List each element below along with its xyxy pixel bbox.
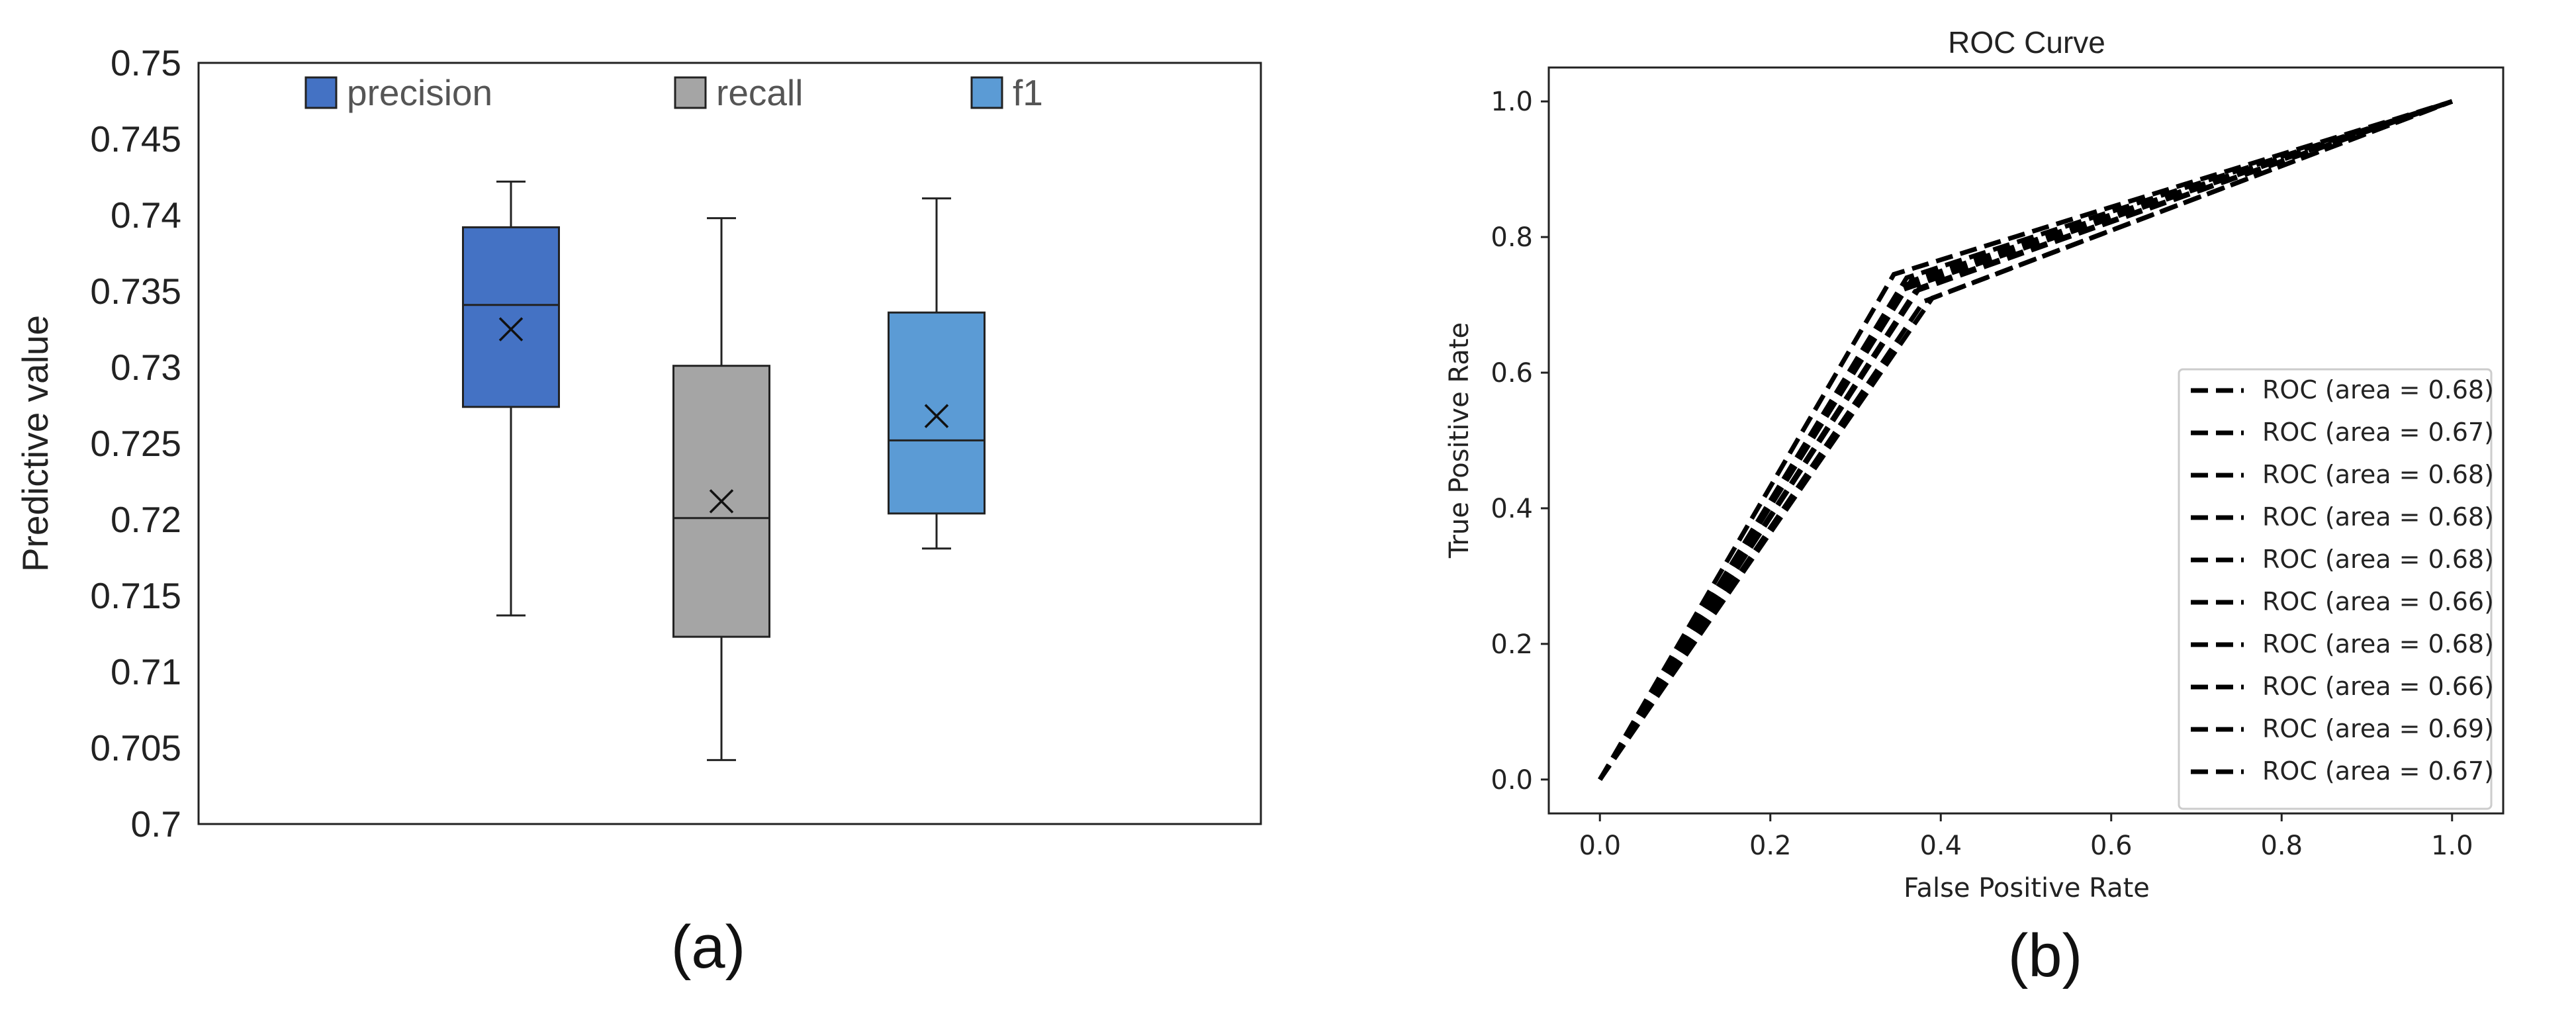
legend-box xyxy=(2178,368,2493,810)
legend-label: ROC (area = 0.68) xyxy=(2262,502,2494,531)
roc-y-axis-label: True Positive Rate xyxy=(1444,322,1475,559)
legend-item-precision: precision xyxy=(304,72,492,113)
legend-label: ROC (area = 0.66) xyxy=(2262,587,2494,616)
roc-chart-title: ROC Curve xyxy=(1948,25,2105,60)
legend-item-f1: f1 xyxy=(970,72,1043,113)
mean-marker xyxy=(924,404,949,428)
y-tick-label: 0.7 xyxy=(131,803,181,845)
x-tick-label: 0.2 xyxy=(1749,831,1792,861)
roc-chart: ROC Curve 0.0 0.2 0.4 0.6 0.8 1.0 0.00.20.40.… xyxy=(1444,25,2505,989)
mean-marker xyxy=(498,317,524,342)
legend-label: ROC (area = 0.68) xyxy=(2262,545,2494,574)
legend-label: precision xyxy=(347,72,492,113)
legend-item: ROC (area = 0.68) xyxy=(2191,375,2494,404)
y-tick-label: 0.745 xyxy=(90,118,181,160)
roc-line xyxy=(1598,99,2454,781)
roc-line xyxy=(1598,99,2453,781)
box-recall xyxy=(672,217,770,761)
box-f1 xyxy=(888,197,986,550)
box-plot-chart: 0.7 0.705 0.71 0.715 0.72 0.725 0.73 0.735 0.74 0… xyxy=(15,42,1262,981)
y-tick-label: 0.705 xyxy=(90,727,181,768)
box-precision xyxy=(462,180,560,617)
legend-item: ROC (area = 0.68) xyxy=(2191,460,2494,489)
box-iqr xyxy=(462,226,560,408)
legend-item: ROC (area = 0.66) xyxy=(2191,587,2494,616)
x-tick-label: 0.6 xyxy=(2090,831,2133,861)
y-tick-label: 0.75 xyxy=(111,42,181,83)
legend-swatch xyxy=(674,76,707,109)
y-tick-label: 0.73 xyxy=(111,347,181,388)
y-tick-label: 0.735 xyxy=(90,271,181,312)
y-tick-label: 0.0 xyxy=(1491,765,1533,796)
legend-item: ROC (area = 0.68) xyxy=(2191,545,2494,574)
box-plot-legend: precision recall f1 xyxy=(304,72,1043,113)
y-tick-label: 0.6 xyxy=(1491,358,1533,389)
legend-item-recall: recall xyxy=(674,72,803,113)
y-tick-label: 0.2 xyxy=(1491,629,1533,660)
x-tick-label: 1.0 xyxy=(2431,831,2473,861)
roc-x-axis-label: False Positive Rate xyxy=(1904,873,2150,903)
legend-swatch xyxy=(304,76,338,109)
roc-line xyxy=(1598,99,2453,781)
x-tick-label: 0.0 xyxy=(1579,831,1621,861)
y-tick-label: 0.72 xyxy=(111,499,181,540)
y-tick-label: 0.74 xyxy=(111,195,181,236)
legend-item: ROC (area = 0.67) xyxy=(2191,418,2494,447)
caption-b: (b) xyxy=(2008,922,2082,989)
legend-label: ROC (area = 0.68) xyxy=(2262,460,2494,489)
mean-marker xyxy=(709,489,734,514)
legend-swatch xyxy=(970,76,1003,109)
y-tick-label: 0.715 xyxy=(90,575,181,616)
y-tick-label: 0.8 xyxy=(1491,222,1533,253)
x-tick-label: 0.4 xyxy=(1919,831,1962,861)
roc-x-ticks: 0.0 0.2 0.4 0.6 0.8 1.0 xyxy=(1579,813,2473,861)
y-tick-label: 0.71 xyxy=(111,651,181,692)
y-tick-label: 0.4 xyxy=(1491,494,1533,524)
roc-chart-frame xyxy=(1547,66,2505,815)
roc-line xyxy=(1598,99,2453,781)
legend-label: f1 xyxy=(1013,72,1043,113)
y-tick-label: 0.725 xyxy=(90,423,181,464)
legend-label: ROC (area = 0.68) xyxy=(2262,629,2494,659)
roc-legend: ROC (area = 0.68) ROC (area = 0.67) ROC (a… xyxy=(2178,368,2494,810)
legend-label: ROC (area = 0.68) xyxy=(2262,375,2494,404)
legend-item: ROC (area = 0.68) xyxy=(2191,629,2494,659)
caption-a: (a) xyxy=(671,913,745,981)
legend-label: ROC (area = 0.66) xyxy=(2262,672,2494,701)
roc-curve-lines xyxy=(1598,99,2454,781)
roc-y-ticks: 0.0 0.2 0.4 0.6 0.8 1.0 xyxy=(1491,87,1549,796)
box-plot-y-ticks: 0.7 0.705 0.71 0.715 0.72 0.725 0.73 0.735 0.74 0… xyxy=(90,42,181,845)
y-tick-label: 1.0 xyxy=(1491,87,1533,117)
legend-label: recall xyxy=(716,72,803,113)
legend-item: ROC (area = 0.68) xyxy=(2191,502,2494,531)
box-plot-boxes xyxy=(462,180,986,761)
legend-item: ROC (area = 0.66) xyxy=(2191,672,2494,701)
box-plot-y-axis-label: Predictive value xyxy=(15,315,56,572)
legend-label: ROC (area = 0.67) xyxy=(2262,757,2494,786)
legend-label: ROC (area = 0.67) xyxy=(2262,418,2494,447)
legend-label: ROC (area = 0.69) xyxy=(2262,714,2494,743)
box-iqr xyxy=(888,311,986,515)
legend-item: ROC (area = 0.67) xyxy=(2191,757,2494,786)
x-tick-label: 0.8 xyxy=(2260,831,2303,861)
box-plot-frame xyxy=(197,62,1262,825)
legend-item: ROC (area = 0.69) xyxy=(2191,714,2494,743)
